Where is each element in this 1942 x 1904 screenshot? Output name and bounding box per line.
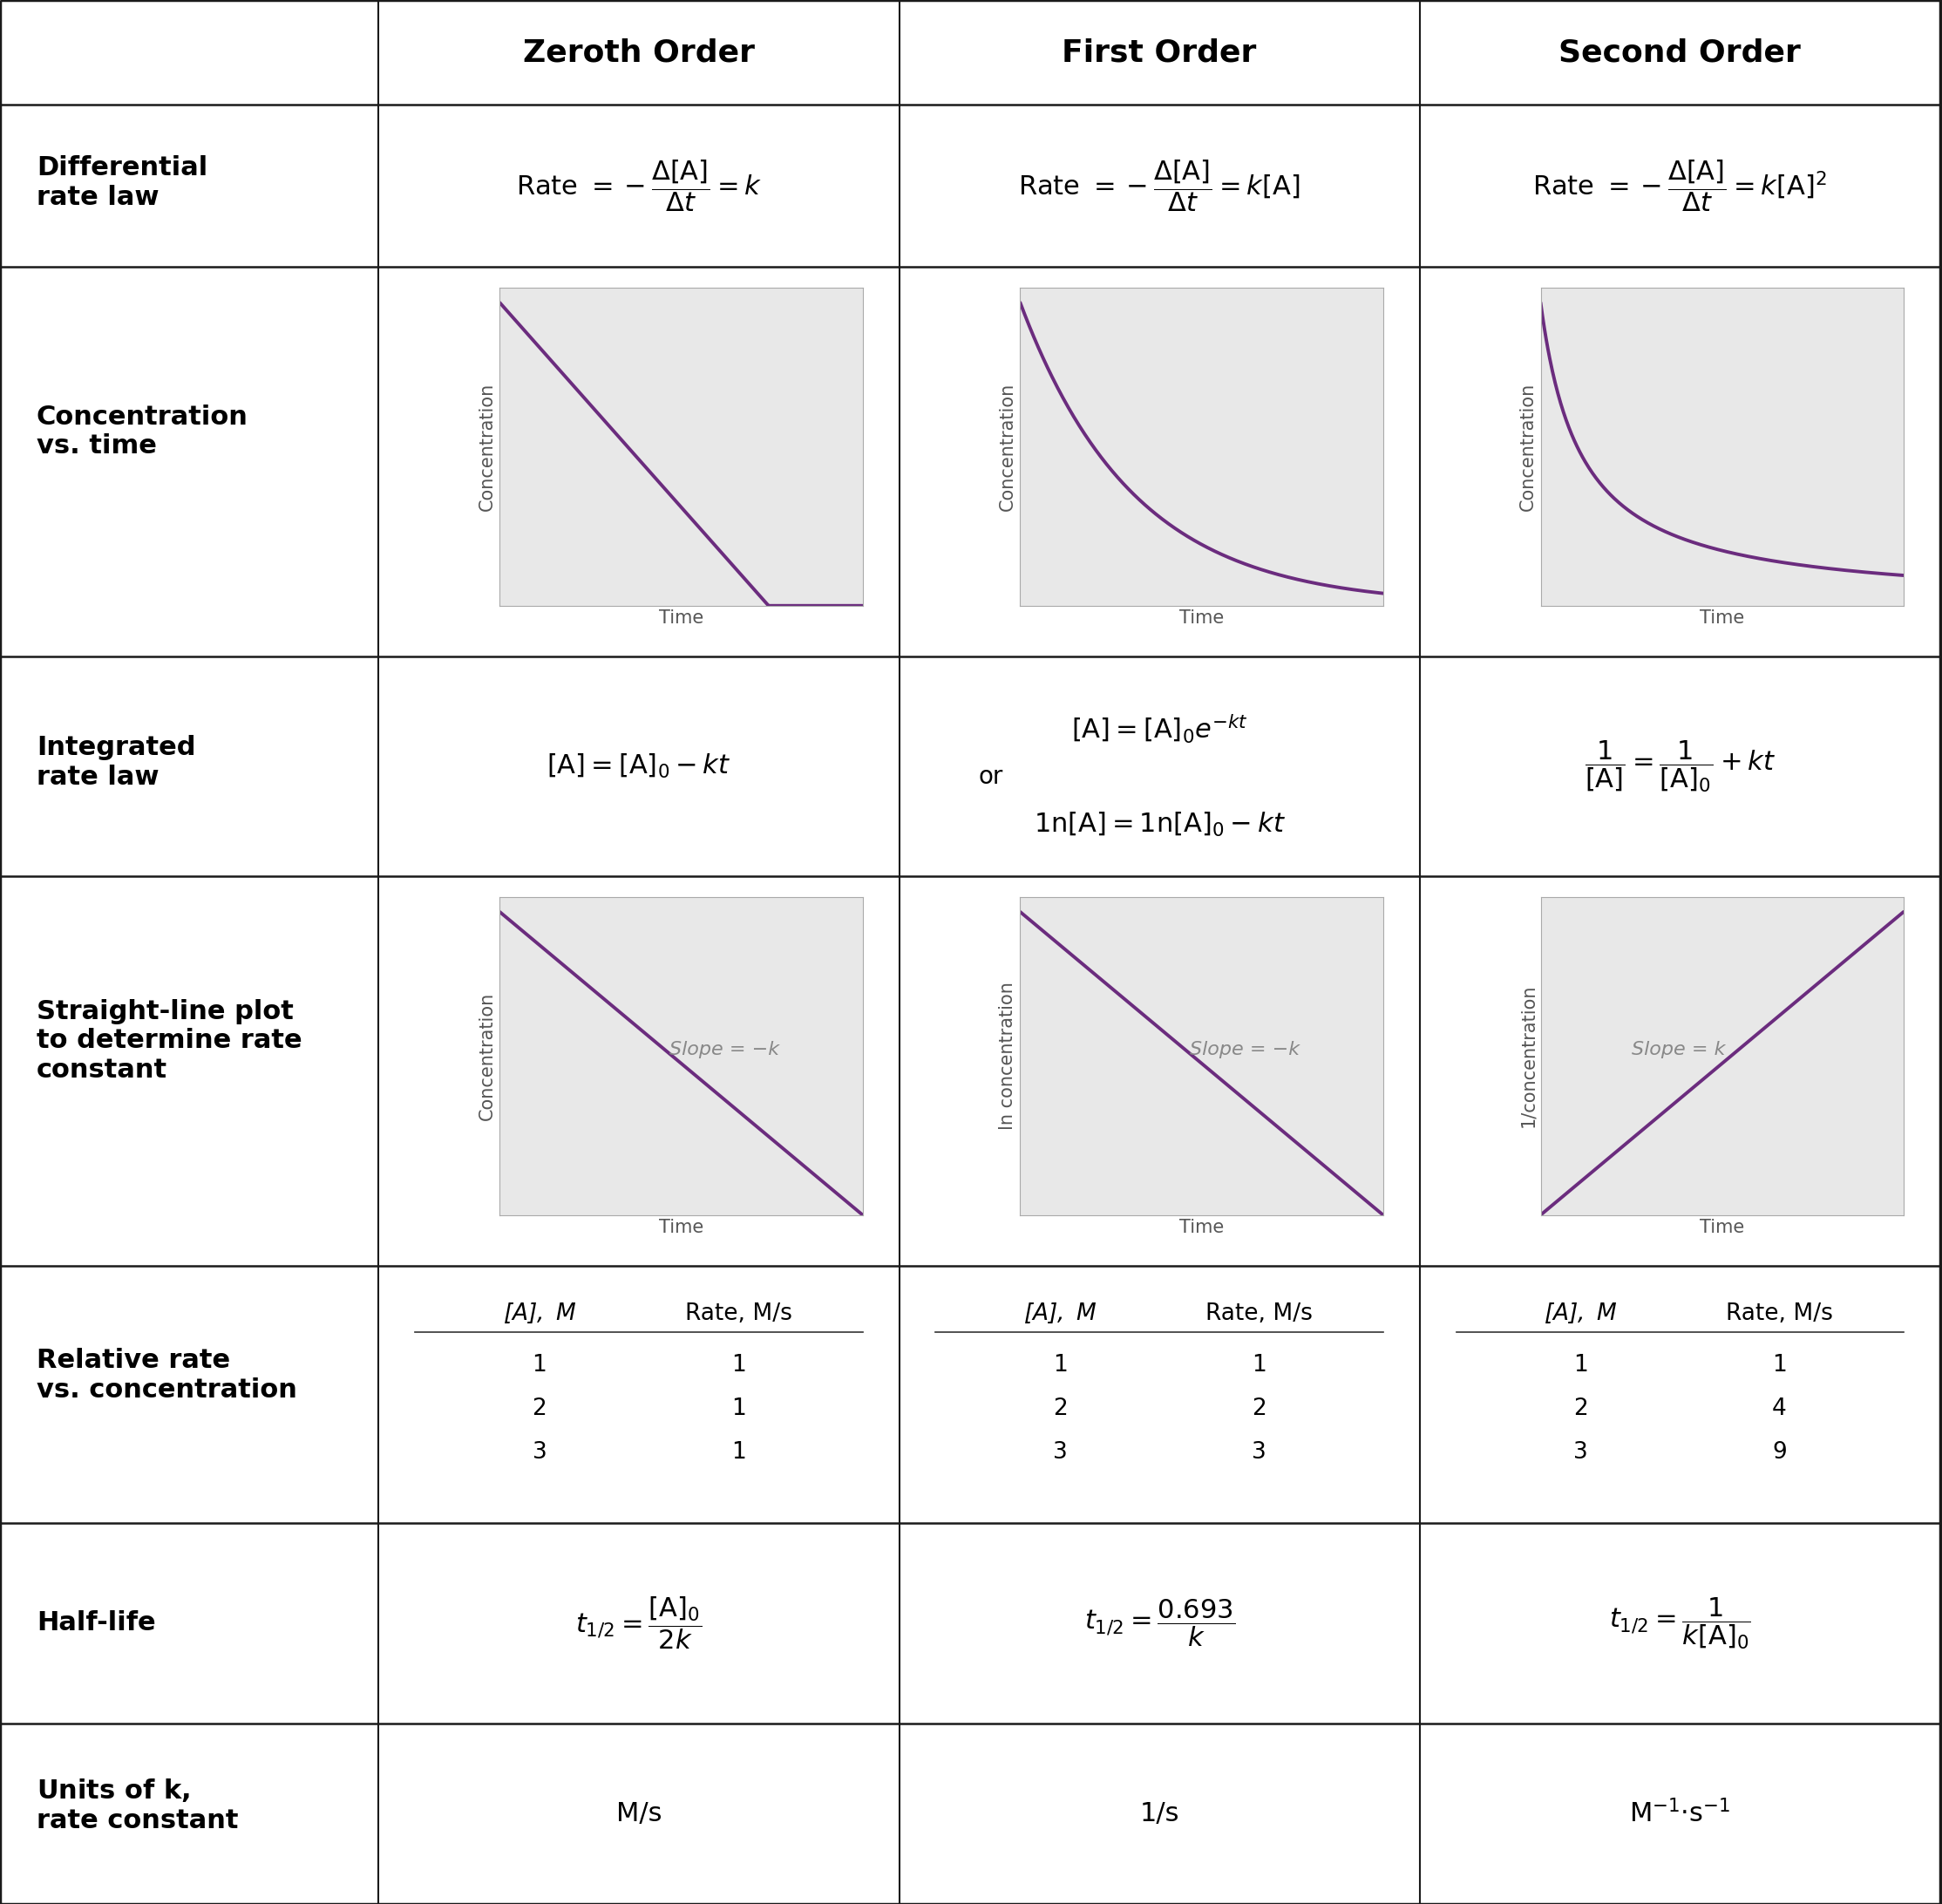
Text: Concentration
vs. time: Concentration vs. time: [37, 404, 249, 459]
Text: 2: 2: [1251, 1398, 1266, 1420]
Text: Rate $= -\dfrac{\Delta[\mathrm{A}]}{\Delta t} = k[\mathrm{A}]^2$: Rate $= -\dfrac{\Delta[\mathrm{A}]}{\Del…: [1532, 158, 1827, 213]
Text: Rate, M/s: Rate, M/s: [1726, 1302, 1833, 1325]
Y-axis label: ln concentration: ln concentration: [998, 982, 1016, 1129]
X-axis label: Time: Time: [1179, 609, 1223, 626]
Text: 4: 4: [1771, 1398, 1787, 1420]
Text: 9: 9: [1771, 1441, 1787, 1464]
X-axis label: Time: Time: [1699, 1219, 1744, 1236]
Y-axis label: Concentration: Concentration: [998, 383, 1016, 510]
Text: [A],  $M$: [A], $M$: [1544, 1302, 1618, 1325]
Text: 1: 1: [730, 1354, 746, 1377]
Text: Integrated
rate law: Integrated rate law: [37, 735, 196, 790]
Text: Units of $\mathbf{k}$,
rate constant: Units of $\mathbf{k}$, rate constant: [37, 1776, 239, 1834]
Text: 1: 1: [532, 1354, 548, 1377]
Y-axis label: Concentration: Concentration: [478, 992, 495, 1120]
Text: M/s: M/s: [616, 1801, 662, 1826]
Text: 3: 3: [532, 1441, 548, 1464]
Text: 3: 3: [1251, 1441, 1266, 1464]
Text: 2: 2: [1053, 1398, 1068, 1420]
Text: 2: 2: [532, 1398, 548, 1420]
Text: 1/s: 1/s: [1140, 1801, 1179, 1826]
Text: Rate $= -\dfrac{\Delta[\mathrm{A}]}{\Delta t} = k$: Rate $= -\dfrac{\Delta[\mathrm{A}]}{\Del…: [517, 158, 761, 213]
Text: Second Order: Second Order: [1559, 38, 1800, 67]
Y-axis label: Concentration: Concentration: [478, 383, 495, 510]
Text: 1: 1: [1573, 1354, 1589, 1377]
Text: Zeroth Order: Zeroth Order: [522, 38, 755, 67]
Text: Slope = −k: Slope = −k: [670, 1041, 779, 1059]
Text: 2: 2: [1573, 1398, 1589, 1420]
Y-axis label: 1/concentration: 1/concentration: [1519, 984, 1536, 1127]
Text: or: or: [979, 765, 1002, 788]
Text: $[\mathrm{A}] = [\mathrm{A}]_0 - kt$: $[\mathrm{A}] = [\mathrm{A}]_0 - kt$: [548, 752, 730, 781]
Text: $t_{1/2} = \dfrac{0.693}{k}$: $t_{1/2} = \dfrac{0.693}{k}$: [1084, 1597, 1235, 1649]
X-axis label: Time: Time: [658, 1219, 703, 1236]
Text: First Order: First Order: [1062, 38, 1256, 67]
Text: Slope = k: Slope = k: [1631, 1041, 1724, 1059]
Text: Differential
rate law: Differential rate law: [37, 156, 208, 209]
Text: 1: 1: [1771, 1354, 1787, 1377]
Text: 1: 1: [1251, 1354, 1266, 1377]
Text: Slope = −k: Slope = −k: [1190, 1041, 1299, 1059]
X-axis label: Time: Time: [658, 609, 703, 626]
Text: $\mathrm{1n}[\mathrm{A}] = \mathrm{1n}[\mathrm{A}]_0 - kt$: $\mathrm{1n}[\mathrm{A}] = \mathrm{1n}[\…: [1033, 811, 1286, 838]
Text: $t_{1/2} = \dfrac{1}{k[\mathrm{A}]_0}$: $t_{1/2} = \dfrac{1}{k[\mathrm{A}]_0}$: [1608, 1596, 1752, 1651]
Text: 3: 3: [1573, 1441, 1589, 1464]
X-axis label: Time: Time: [1699, 609, 1744, 626]
Text: Rate, M/s: Rate, M/s: [1206, 1302, 1313, 1325]
Text: [A],  $M$: [A], $M$: [1023, 1302, 1097, 1325]
Text: $[\mathrm{A}] = [\mathrm{A}]_0 e^{-kt}$: $[\mathrm{A}] = [\mathrm{A}]_0 e^{-kt}$: [1070, 712, 1249, 744]
Text: Half-life: Half-life: [37, 1611, 155, 1636]
Text: Relative rate
vs. concentration: Relative rate vs. concentration: [37, 1348, 297, 1403]
Text: 1: 1: [730, 1398, 746, 1420]
Text: Rate $= -\dfrac{\Delta[\mathrm{A}]}{\Delta t} = k[\mathrm{A}]$: Rate $= -\dfrac{\Delta[\mathrm{A}]}{\Del…: [1018, 158, 1301, 213]
Text: $t_{1/2} = \dfrac{[\mathrm{A}]_0}{2k}$: $t_{1/2} = \dfrac{[\mathrm{A}]_0}{2k}$: [575, 1596, 703, 1651]
X-axis label: Time: Time: [1179, 1219, 1223, 1236]
Y-axis label: Concentration: Concentration: [1519, 383, 1536, 510]
Text: M$^{-1}{\cdot}$s$^{-1}$: M$^{-1}{\cdot}$s$^{-1}$: [1629, 1799, 1730, 1828]
Text: Straight-line plot
to determine rate
constant: Straight-line plot to determine rate con…: [37, 1000, 303, 1083]
Text: 1: 1: [730, 1441, 746, 1464]
Text: 3: 3: [1053, 1441, 1068, 1464]
Text: Rate, M/s: Rate, M/s: [686, 1302, 792, 1325]
Text: 1: 1: [1053, 1354, 1068, 1377]
Text: [A],  $M$: [A], $M$: [503, 1302, 577, 1325]
Text: $\dfrac{1}{[\mathrm{A}]} = \dfrac{1}{[\mathrm{A}]_0} + kt$: $\dfrac{1}{[\mathrm{A}]} = \dfrac{1}{[\m…: [1585, 739, 1775, 794]
